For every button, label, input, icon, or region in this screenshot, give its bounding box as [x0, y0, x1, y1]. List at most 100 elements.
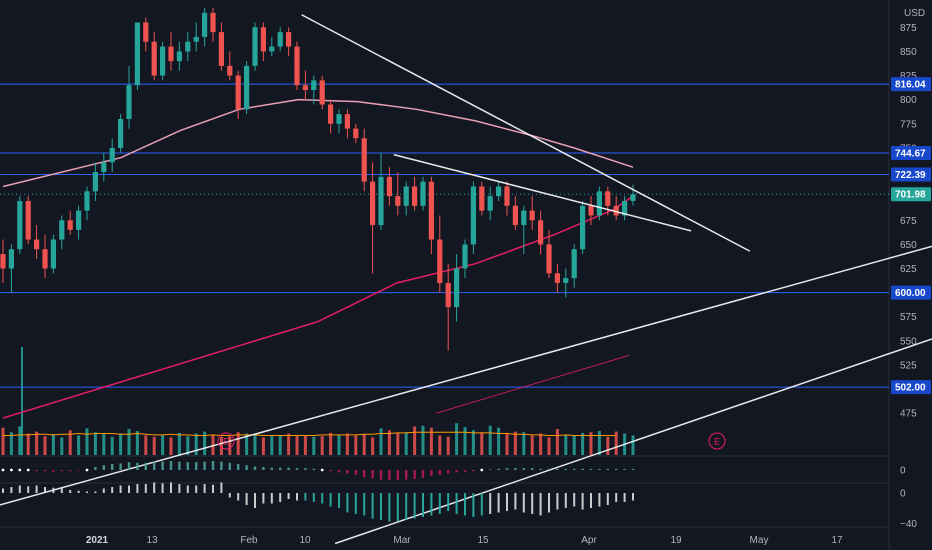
candle-body: [109, 147, 115, 163]
osc1-bar: [388, 470, 391, 481]
volume-bar: [345, 433, 349, 455]
volume-bar: [177, 432, 181, 455]
osc1-bar: [111, 464, 114, 470]
osc2-bar: [539, 493, 542, 516]
candle-body: [437, 239, 443, 283]
osc1-bar: [60, 470, 63, 472]
x-tick-label: 2021: [86, 535, 109, 546]
osc2-bar: [254, 493, 256, 508]
osc1-bar: [262, 467, 265, 470]
x-tick-label: 15: [477, 535, 489, 546]
osc2-bar: [212, 484, 214, 493]
osc1-bar: [547, 468, 551, 470]
volume-bar: [77, 435, 81, 455]
volume-bar: [329, 432, 333, 455]
volume-bar: [480, 432, 484, 455]
y-tick-label: 875: [900, 23, 917, 34]
osc2-bar: [590, 493, 592, 508]
osc1-dot: [18, 468, 22, 472]
osc1-bar: [94, 467, 97, 470]
osc2-bar: [623, 493, 626, 502]
osc2-bar: [438, 493, 441, 514]
volume-bar: [421, 425, 425, 455]
osc1-bar: [211, 461, 215, 470]
osc2-bar: [228, 493, 231, 498]
candle-body: [235, 75, 241, 110]
osc2-bar: [102, 488, 105, 493]
volume-bar: [287, 433, 291, 455]
candle-body: [487, 196, 493, 211]
osc1-bar: [35, 470, 38, 472]
osc1-bar: [270, 467, 273, 470]
trendline: [334, 338, 932, 545]
last-price-label-text: 701.98: [895, 190, 926, 201]
candle-body: [269, 46, 275, 52]
volume-bar: [203, 431, 207, 455]
candle-body: [0, 254, 6, 269]
osc1-bar: [287, 467, 290, 470]
osc2-bar: [581, 493, 584, 510]
y-tick-label: 650: [900, 240, 917, 251]
osc1-dot: [26, 468, 30, 472]
price-axis[interactable]: 4755005255505756006256506757007257507758…: [891, 23, 931, 420]
candle-body: [596, 191, 602, 216]
x-tick-label: 17: [831, 535, 843, 546]
osc1-bar: [312, 468, 315, 470]
osc2-bar: [548, 493, 550, 513]
candle-body: [588, 205, 594, 216]
volume-bar: [312, 436, 316, 455]
osc2-bar: [447, 493, 450, 511]
osc2-bar: [304, 493, 307, 501]
osc2-bar: [203, 484, 206, 493]
volume-bar: [68, 430, 72, 455]
osc2-bar: [27, 486, 30, 493]
volume-bar: [161, 434, 165, 455]
osc1-bar: [127, 462, 131, 470]
volume-bar: [606, 436, 610, 455]
volume-bar: [51, 434, 55, 455]
osc2-bar: [94, 491, 97, 493]
osc2-bar: [405, 493, 408, 520]
candle-body: [143, 22, 149, 42]
time-axis[interactable]: 2021 13 Feb 10 Mar 15 Apr 19 May 17: [86, 535, 843, 546]
candlesticks: [0, 8, 636, 351]
candle-body: [420, 181, 426, 206]
osc2-bar: [598, 493, 601, 507]
osc1-bar: [606, 468, 609, 470]
volume-bar: [261, 437, 265, 455]
volume-bar: [1, 427, 5, 455]
osc2-bar: [480, 493, 483, 516]
volume-bar: [152, 436, 156, 455]
volume-bar: [26, 433, 30, 455]
osc2-bar: [111, 487, 114, 493]
candle-body: [176, 51, 182, 62]
osc1-bar: [295, 468, 299, 470]
osc2-bar: [506, 493, 508, 511]
candle-body: [42, 249, 48, 269]
volume-bar: [219, 436, 223, 455]
osc1-bar: [556, 468, 559, 470]
osc2-bar: [531, 493, 534, 514]
osc1-bar: [186, 462, 189, 470]
level-label-box: [891, 167, 931, 182]
candle-body: [168, 46, 174, 62]
osc2-zero-label: 0: [900, 489, 906, 500]
candle-body: [218, 32, 224, 66]
candle-body: [50, 239, 56, 269]
x-tick-label: 13: [146, 535, 158, 546]
candle-body: [227, 65, 233, 76]
volume-bar: [354, 435, 358, 455]
osc1-bar: [245, 465, 248, 470]
candle-body: [302, 85, 308, 91]
osc1-bar: [144, 462, 147, 470]
osc2-bar: [321, 493, 324, 504]
osc2-bar: [497, 493, 500, 513]
osc1-dot: [1, 468, 5, 472]
osc1-dot: [85, 468, 89, 472]
volume-bar: [43, 436, 47, 455]
earnings-marker: [217, 432, 235, 450]
candle-body: [76, 210, 82, 230]
